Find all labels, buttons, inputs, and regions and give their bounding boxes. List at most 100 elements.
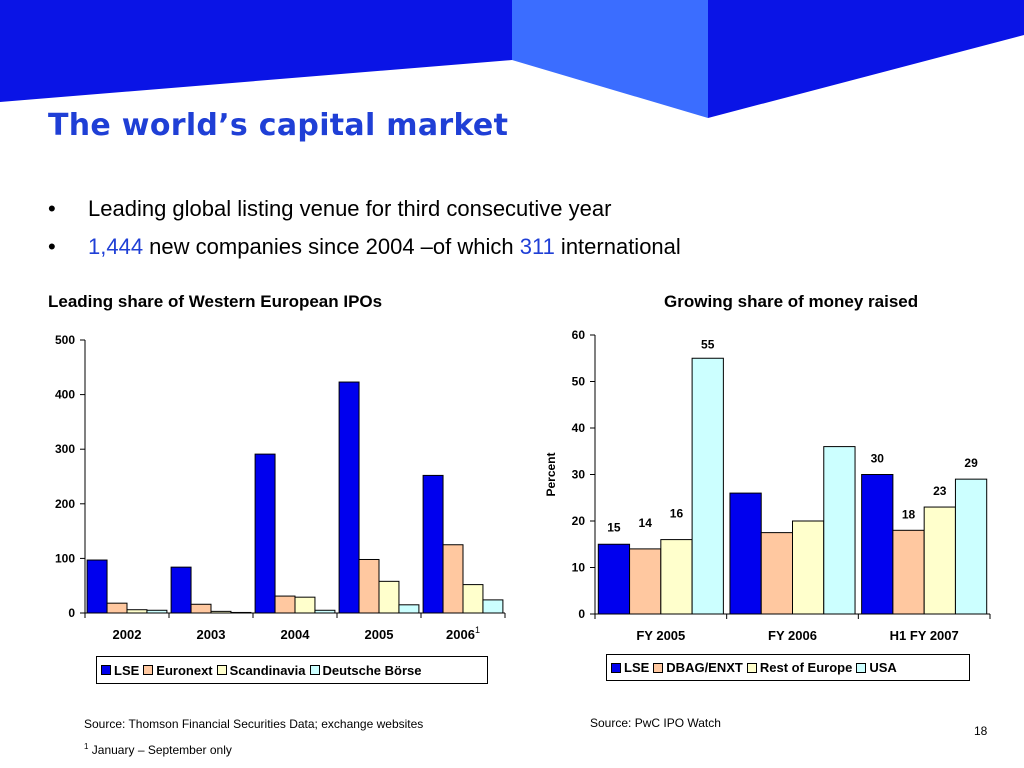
data-label: 16 <box>670 507 684 521</box>
bar-lse-fy-2006 <box>729 492 762 615</box>
bar-lse-fy-2005 <box>597 543 631 615</box>
bar-lse-2004 <box>254 453 276 614</box>
bar-deutsche-b-rse-2006 <box>482 599 504 614</box>
legend-swatch <box>856 662 867 673</box>
bullet-marker: • <box>48 234 56 259</box>
y-tick-label: 100 <box>55 551 75 565</box>
bullet-text: international <box>554 234 681 259</box>
legend-swatch <box>309 665 320 675</box>
bullet-text: new companies since 2004 –of which <box>143 234 520 259</box>
y-tick-label: 0 <box>68 606 75 620</box>
bar-deutsche-b-rse-2004 <box>314 609 336 614</box>
footnote: 1 January – September only <box>84 742 232 757</box>
legend-swatch <box>746 662 757 673</box>
y-tick-label: 500 <box>55 333 75 347</box>
banner-left-shape <box>0 0 512 102</box>
bar-dbag-enxt-fy-2005 <box>629 548 662 615</box>
bullet-list: • Leading global listing venue for third… <box>48 190 681 266</box>
chart-title-ipos: Leading share of Western European IPOs <box>48 292 383 311</box>
legend-swatch <box>143 665 154 675</box>
legend-item-rest-of-europe: Rest of Europe <box>746 660 853 675</box>
bar-euronext-2002 <box>106 602 128 614</box>
bar-deutsche-b-rse-2005 <box>398 604 420 614</box>
legend-item-usa: USA <box>856 660 897 675</box>
bullet-item: • Leading global listing venue for third… <box>48 190 681 228</box>
bar-lse-h1-fy-2007 <box>861 474 894 615</box>
bar-euronext-2006 <box>442 544 464 614</box>
data-label: 14 <box>639 516 653 530</box>
source-right: Source: PwC IPO Watch <box>590 716 721 730</box>
highlight-count-international: 311 <box>519 234 555 259</box>
x-tick-label-2002: 2002 <box>113 627 142 642</box>
legend-label: Scandinavia <box>229 662 306 678</box>
legend-label: LSE <box>114 662 140 678</box>
y-tick-label: 300 <box>55 442 75 456</box>
y-tick-label: 400 <box>55 388 75 402</box>
y-tick-label: 10 <box>572 561 586 575</box>
data-label: 30 <box>871 452 885 466</box>
legend-ipos: LSE Euronext Scandinavia Deutsche Börse <box>96 656 488 684</box>
bullet-marker: • <box>48 196 56 221</box>
x-tick-label-2006: 20061 <box>446 625 480 642</box>
legend-label: LSE <box>624 660 650 675</box>
bar-rest-of-europe-fy-2005 <box>660 539 693 615</box>
y-tick-label: 20 <box>572 514 586 528</box>
data-label: 55 <box>701 337 715 351</box>
footnote-marker: 1 <box>84 742 89 751</box>
bullet-text: Leading global listing venue for third c… <box>88 196 612 221</box>
header-banner <box>0 0 1024 118</box>
y-axis-label: Percent <box>544 452 558 496</box>
bar-usa-h1-fy-2007 <box>954 478 988 615</box>
x-tick-label-fy-2005: FY 2005 <box>636 628 685 643</box>
page-number: 18 <box>974 724 988 738</box>
legend-item-lse: LSE <box>101 663 139 678</box>
data-label: 23 <box>933 484 947 498</box>
bar-lse-2002 <box>86 559 108 614</box>
bar-deutsche-b-rse-2002 <box>146 609 168 614</box>
legend-item-scandinavia: Scandinavia <box>216 662 306 678</box>
legend-item-deutsche-b-rse: Deutsche Börse <box>309 663 422 678</box>
source-left: Source: Thomson Financial Securities Dat… <box>84 717 424 731</box>
legend-label: Rest of Europe <box>759 660 853 675</box>
bar-rest-of-europe-h1-fy-2007 <box>923 506 956 615</box>
bar-scandinavia-2005 <box>378 580 400 614</box>
legend-swatch <box>216 665 227 675</box>
legend-swatch <box>101 665 111 675</box>
bullet-item: • 1,444 new companies since 2004 –of whi… <box>48 228 681 266</box>
bar-usa-fy-2005 <box>691 357 724 615</box>
y-tick-label: 30 <box>572 468 586 482</box>
x-tick-footnote-marker: 1 <box>475 625 480 635</box>
x-tick-label-fy-2006: FY 2006 <box>768 628 817 643</box>
bar-dbag-enxt-fy-2006 <box>760 532 794 615</box>
y-tick-label: 200 <box>55 497 75 511</box>
legend-swatch <box>611 662 621 673</box>
x-tick-label-h1-fy-2007: H1 FY 2007 <box>890 628 959 643</box>
legend-label: DBAG/ENXT <box>666 660 743 675</box>
bar-deutsche-b-rse-2003 <box>230 611 252 614</box>
data-label: 15 <box>607 520 621 534</box>
y-tick-label: 0 <box>578 607 585 621</box>
x-tick-label-2005: 2005 <box>365 627 394 642</box>
legend-item-lse: LSE <box>611 660 649 675</box>
legend-swatch <box>653 662 664 673</box>
slide-title: The world’s capital market <box>48 108 509 143</box>
footnote-text: January – September only <box>88 743 232 757</box>
banner-light-shape <box>512 0 708 118</box>
data-label: 29 <box>964 456 978 470</box>
y-tick-label: 50 <box>572 375 586 389</box>
legend-item-dbag-enxt: DBAG/ENXT <box>653 660 743 675</box>
bar-scandinavia-2004 <box>294 596 316 614</box>
legend-money-raised: LSE DBAG/ENXT Rest of Europe USA <box>606 654 970 681</box>
highlight-count-companies: 1,444 <box>88 234 144 259</box>
bar-usa-fy-2006 <box>823 446 856 615</box>
chart-title-money-raised: Growing share of money raised <box>664 292 919 311</box>
bar-scandinavia-2006 <box>462 584 484 614</box>
bar-lse-2006 <box>422 474 444 614</box>
bar-lse-2005 <box>338 381 360 614</box>
x-tick-label-2003: 2003 <box>197 627 226 642</box>
bar-dbag-enxt-h1-fy-2007 <box>892 529 925 615</box>
y-tick-label: 60 <box>572 328 586 342</box>
y-tick-label: 40 <box>572 421 586 435</box>
